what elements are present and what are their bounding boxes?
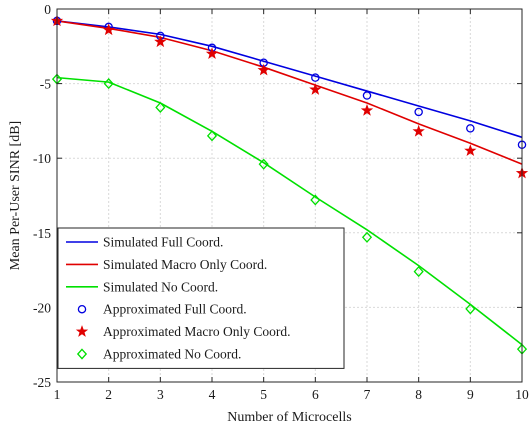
data-point-star [412, 124, 425, 137]
data-point-star [205, 47, 219, 60]
data-point-star [257, 63, 270, 76]
legend-marker-circle [77, 304, 87, 314]
data-point-circle [414, 107, 423, 117]
legend: Simulated Full Coord. Simulated Macro Onl… [57, 227, 345, 369]
x-tick-label: 6 [312, 387, 319, 402]
y-tick-label: 0 [44, 2, 51, 17]
legend-label: Approximated Full Coord. [103, 302, 247, 317]
data-point-star [360, 103, 374, 116]
x-tick-label: 4 [209, 387, 216, 402]
legend-label: Approximated No Coord. [103, 347, 241, 362]
legend-label: Simulated Full Coord. [103, 235, 223, 250]
data-point-star [464, 144, 477, 156]
legend-label: Simulated No Coord. [103, 279, 218, 294]
data-point-diamond [413, 266, 424, 278]
axes-ticks: 1 2 3 4 5 6 7 8 9 10 0 -5 -10 -15 -20 -25 [33, 2, 529, 402]
x-axis-title: Number of Microcells [227, 410, 351, 425]
data-point-circle [311, 73, 320, 82]
series-line [56, 20, 523, 165]
legend-label: Simulated Macro Only Coord. [103, 257, 267, 272]
legend-box [57, 227, 345, 369]
y-tick-label: -20 [33, 300, 51, 315]
data-point-diamond [258, 158, 269, 170]
data-point-diamond [206, 130, 218, 142]
data-point-circle [466, 124, 475, 133]
x-tick-label: 7 [364, 387, 371, 402]
legend-marker-star [75, 325, 89, 337]
y-tick-label: -5 [40, 77, 51, 92]
data-point-diamond [103, 78, 114, 90]
x-tick-label: 5 [260, 387, 267, 402]
y-tick-label: -25 [33, 375, 51, 390]
data-point-star [102, 23, 115, 36]
legend-label: Approximated Macro Only Coord. [103, 324, 290, 339]
data-point-star [154, 35, 167, 48]
legend-marker-diamond [76, 348, 88, 360]
data-point-star [309, 83, 322, 95]
y-tick-label: -15 [33, 226, 51, 241]
series-line [56, 76, 523, 346]
x-tick-label: 9 [467, 387, 474, 402]
y-axis-title: Mean Per-User SINR [dB] [8, 121, 23, 270]
plot-frame [56, 8, 523, 383]
plot-area [50, 14, 529, 355]
x-tick-label: 1 [54, 387, 61, 402]
x-tick-label: 2 [105, 387, 112, 402]
data-point-diamond [155, 101, 166, 114]
series-line [56, 20, 523, 139]
x-tick-label: 3 [157, 387, 164, 402]
x-tick-label: 8 [415, 387, 422, 402]
y-tick-label: -10 [33, 151, 51, 166]
data-point-diamond [465, 303, 476, 315]
data-point-diamond [310, 194, 321, 206]
x-tick-label: 10 [515, 387, 529, 402]
data-point-diamond [361, 231, 373, 243]
data-point-circle [362, 91, 372, 100]
